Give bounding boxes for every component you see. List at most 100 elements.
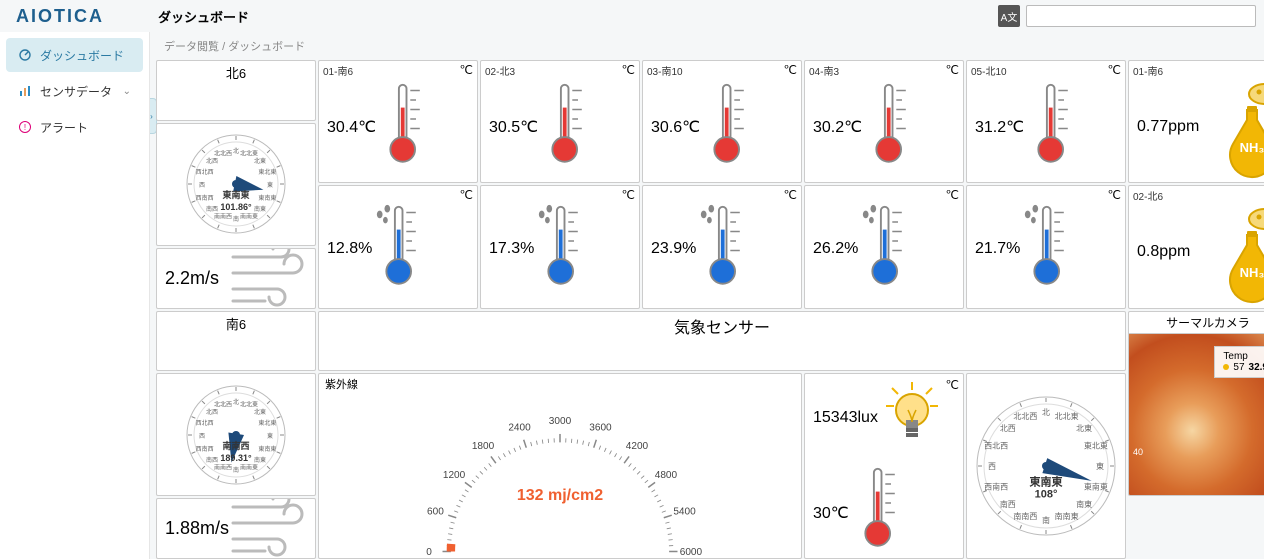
svg-text:北東: 北東 bbox=[1076, 423, 1092, 433]
svg-text:北北東: 北北東 bbox=[240, 400, 258, 408]
svg-text:北北西: 北北西 bbox=[214, 150, 232, 158]
sidebar-item-alert[interactable]: ! アラート bbox=[6, 110, 143, 144]
svg-text:北: 北 bbox=[1042, 408, 1050, 417]
temp-card-2: 02-北3℃ 30.5℃ bbox=[480, 60, 640, 183]
north6-wind: 2.2m/s bbox=[156, 248, 316, 309]
wind-icon bbox=[231, 248, 311, 309]
svg-text:NH₃: NH₃ bbox=[1240, 140, 1264, 155]
sidebar-item-sensor-data[interactable]: センサデータ ⌄ bbox=[6, 74, 143, 108]
svg-text:西南西: 西南西 bbox=[196, 194, 214, 202]
svg-text:北: 北 bbox=[233, 398, 239, 406]
bulb-icon bbox=[882, 380, 942, 455]
svg-text:北北東: 北北東 bbox=[240, 150, 258, 158]
uv-gauge: 紫外線 060012001800240030003600420048005400… bbox=[318, 373, 802, 559]
svg-text:東北東: 東北東 bbox=[258, 419, 276, 427]
sidebar-item-dashboard[interactable]: ダッシュボード bbox=[6, 38, 143, 72]
svg-text:西南西: 西南西 bbox=[984, 482, 1008, 492]
svg-text:西北西: 西北西 bbox=[196, 168, 214, 176]
svg-text:6000: 6000 bbox=[680, 547, 703, 558]
svg-text:西北西: 西北西 bbox=[196, 419, 214, 427]
lux-value: 15343lux bbox=[813, 409, 878, 427]
svg-text:東南東: 東南東 bbox=[258, 194, 276, 202]
hum-card-4: ℃ 26.2% bbox=[804, 185, 964, 308]
search-input[interactable] bbox=[1026, 5, 1256, 27]
svg-text:東: 東 bbox=[1096, 461, 1104, 471]
thermal-camera: サーマルカメラ Temp 57 32.9 40 bbox=[1128, 311, 1264, 497]
sidebar: ダッシュボード センサデータ ⌄ ! アラート bbox=[0, 32, 150, 559]
breadcrumb-leaf: ダッシュボード bbox=[228, 41, 305, 53]
svg-text:東南東: 東南東 bbox=[258, 445, 276, 453]
svg-text:北東: 北東 bbox=[254, 408, 266, 416]
svg-text:南西: 南西 bbox=[1000, 499, 1016, 509]
dashboard-icon bbox=[18, 48, 32, 62]
wind-speed-value: 1.88m/s bbox=[165, 518, 229, 539]
svg-text:北西: 北西 bbox=[206, 408, 218, 416]
thermal-legend: Temp 57 32.9 bbox=[1214, 346, 1264, 378]
svg-text:西南西: 西南西 bbox=[196, 445, 214, 453]
nh3-card-2: 02-北6 0.8ppm NH₃ bbox=[1128, 185, 1264, 308]
svg-text:4800: 4800 bbox=[655, 470, 678, 481]
svg-text:北北西: 北北西 bbox=[1013, 412, 1037, 421]
uv-value: 132 mj/cm2 bbox=[517, 487, 603, 505]
svg-text:北北東: 北北東 bbox=[1055, 411, 1079, 421]
uv-gauge-body: 0600120018002400300036004200480054006000… bbox=[319, 392, 801, 559]
nh3-card-1: 01-南6 0.77ppm NH₃ ⤢ bbox=[1128, 60, 1264, 183]
svg-text:1800: 1800 bbox=[472, 441, 495, 452]
north6-header: 北6 bbox=[156, 60, 316, 121]
svg-text:西: 西 bbox=[988, 462, 996, 471]
svg-text:東北東: 東北東 bbox=[258, 168, 276, 176]
svg-text:108°: 108° bbox=[1035, 489, 1058, 501]
thermometer-icon bbox=[853, 465, 901, 559]
weather-sensor-header: 気象センサー bbox=[318, 311, 1126, 372]
svg-text:北東: 北東 bbox=[254, 157, 266, 165]
svg-text:NH₃: NH₃ bbox=[1240, 265, 1264, 280]
page-title: ダッシュボード bbox=[158, 7, 998, 26]
svg-text:北: 北 bbox=[233, 147, 239, 155]
temp-card-5: 05-北10℃ 31.2℃ bbox=[966, 60, 1126, 183]
temp-card-4: 04-南3℃ 30.2℃ bbox=[804, 60, 964, 183]
south6-wind: 1.88m/s bbox=[156, 498, 316, 559]
svg-text:2400: 2400 bbox=[508, 422, 531, 433]
svg-text:北西: 北西 bbox=[1000, 424, 1016, 433]
svg-text:南東: 南東 bbox=[254, 205, 266, 213]
svg-text:南南西: 南南西 bbox=[214, 463, 232, 471]
main-content: データ閲覧 / ダッシュボード › 北6 01-南6℃ 30.4℃ 02-北3℃… bbox=[150, 32, 1264, 559]
hum-card-2: ℃ 17.3% bbox=[480, 185, 640, 308]
svg-text:4200: 4200 bbox=[626, 441, 649, 452]
south6-compass: 北北北東北東東北東東東南東南東南南東南南南西南西西南西西西北西北西北北西 南南西… bbox=[156, 373, 316, 496]
svg-text:南南東: 南南東 bbox=[240, 213, 258, 221]
svg-text:南: 南 bbox=[1042, 515, 1050, 525]
hum-card-3: ℃ 23.9% bbox=[642, 185, 802, 308]
north6-compass: 北北北東北東東北東東東南東南東南南東南南南西南西西南西西西北西北西北北西 東南東… bbox=[156, 123, 316, 246]
logo: AIOTICA bbox=[8, 6, 158, 27]
alert-icon: ! bbox=[18, 120, 32, 134]
breadcrumb: データ閲覧 / ダッシュボード bbox=[164, 38, 1254, 54]
svg-text:南南西: 南南西 bbox=[1013, 511, 1037, 521]
thermal-title: サーマルカメラ bbox=[1129, 312, 1264, 334]
svg-text:東南東: 東南東 bbox=[222, 189, 249, 200]
uv-label: 紫外線 bbox=[319, 374, 801, 392]
svg-text:東: 東 bbox=[267, 432, 273, 440]
svg-text:3600: 3600 bbox=[589, 422, 612, 433]
breadcrumb-root[interactable]: データ閲覧 bbox=[164, 41, 219, 53]
svg-text:西: 西 bbox=[199, 182, 205, 189]
svg-text:1200: 1200 bbox=[443, 470, 466, 481]
svg-text:西北西: 西北西 bbox=[984, 441, 1008, 450]
wind-icon bbox=[231, 498, 311, 559]
svg-text:600: 600 bbox=[427, 507, 444, 518]
svg-text:西: 西 bbox=[199, 433, 205, 440]
lux-card: 15343lux ℃ 30℃ bbox=[804, 373, 964, 559]
svg-text:南南西: 南南西 bbox=[222, 440, 249, 451]
svg-text:南: 南 bbox=[233, 466, 239, 474]
svg-text:189.31°: 189.31° bbox=[220, 453, 252, 463]
svg-text:北西: 北西 bbox=[206, 157, 218, 165]
language-button[interactable]: A文 bbox=[998, 5, 1020, 27]
dashboard-grid: 北6 01-南6℃ 30.4℃ 02-北3℃ 30.5℃ 03-南10℃ 30.… bbox=[156, 60, 1254, 559]
svg-text:5400: 5400 bbox=[673, 507, 696, 518]
svg-text:南南西: 南南西 bbox=[214, 213, 232, 221]
svg-text:南東: 南東 bbox=[254, 456, 266, 464]
weather-compass: 北北北東北東東北東東東南東南東南南東南南南西南西西南西西西北西北西北北西 東南東… bbox=[966, 373, 1126, 559]
temp-card-1: 01-南6℃ 30.4℃ bbox=[318, 60, 478, 183]
svg-text:東南東: 東南東 bbox=[1084, 482, 1108, 492]
svg-text:101.86°: 101.86° bbox=[220, 202, 252, 212]
